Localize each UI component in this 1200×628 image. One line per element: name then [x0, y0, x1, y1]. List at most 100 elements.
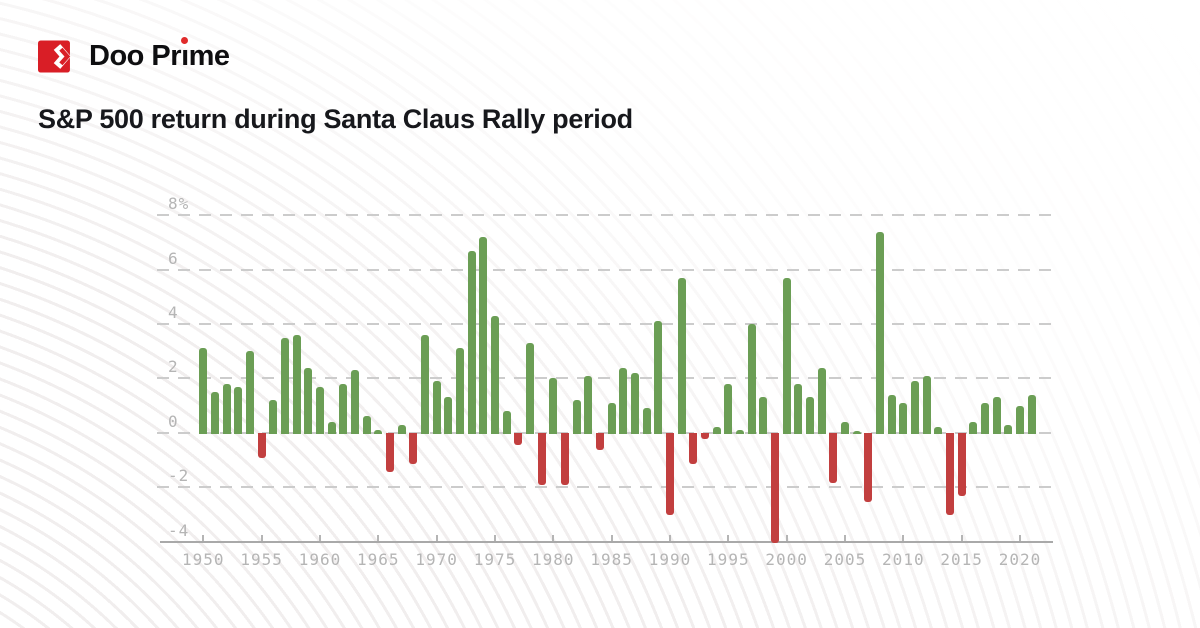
gridline-8 [157, 214, 1058, 217]
bar-1999 [770, 432, 779, 543]
bar-1998 [759, 397, 768, 434]
bar-2012 [922, 375, 931, 434]
bar-1968 [409, 432, 418, 464]
logo-red-dot [181, 37, 189, 44]
bar-1990 [665, 432, 674, 516]
gridline--2 [157, 486, 1058, 489]
x-axis-tick-1980 [552, 535, 555, 541]
x-axis-label-2020: 2020 [998, 549, 1042, 569]
bar-2002 [805, 397, 814, 434]
bar-1991 [677, 277, 686, 434]
bar-2005 [840, 421, 849, 434]
x-axis-label-1980: 1980 [532, 549, 575, 569]
bar-2010 [899, 402, 908, 434]
x-axis-label-1955: 1955 [240, 549, 283, 569]
x-axis-tick-2000 [785, 535, 788, 541]
y-axis-label-0: 0 [168, 411, 179, 431]
bar-2016 [969, 421, 978, 434]
y-axis-label-4: 4 [168, 303, 179, 322]
x-axis-label-1995: 1995 [707, 549, 750, 569]
x-axis-tick-2020 [1018, 535, 1021, 541]
y-axis-label--2: -2 [168, 466, 190, 486]
bar-1964 [362, 416, 371, 434]
x-axis-tick-1970 [435, 535, 438, 541]
y-axis-label-6: 6 [168, 248, 179, 268]
doo-prime-logo: Doo Prı me [38, 37, 230, 74]
doo-prime-logo-icon [38, 40, 71, 73]
bar-1994 [712, 427, 721, 434]
bar-2011 [910, 381, 919, 434]
x-axis-tick-1990 [668, 535, 671, 541]
x-axis-tick-1960 [318, 535, 321, 541]
x-axis-tick-2010 [902, 535, 905, 541]
bar-2009 [887, 394, 896, 434]
bar-2019 [1004, 424, 1013, 434]
bar-2000 [782, 277, 791, 434]
bar-1981 [560, 432, 569, 486]
bar-1997 [747, 324, 756, 434]
bar-1988 [642, 408, 651, 434]
bar-1950 [199, 348, 208, 434]
x-axis-label-1960: 1960 [298, 549, 342, 569]
bar-1986 [619, 367, 628, 434]
bar-2018 [992, 397, 1001, 434]
bar-2007 [864, 432, 873, 502]
bar-1956 [269, 400, 278, 434]
bar-1996 [735, 430, 744, 434]
doo-prime-logo-text: Doo Prı me [89, 37, 230, 71]
bar-1966 [385, 432, 394, 472]
bar-1973 [467, 250, 476, 434]
bar-2008 [875, 231, 884, 434]
x-axis-tick-2015 [960, 535, 963, 541]
x-axis-tick-1975 [493, 535, 496, 541]
gridline-4 [157, 323, 1058, 325]
bar-1989 [654, 321, 663, 434]
bar-1955 [257, 432, 266, 459]
logo-letter-i: ı [181, 37, 189, 71]
bar-1971 [444, 397, 453, 434]
x-axis-tick-1950 [202, 535, 205, 541]
x-axis-label-1990: 1990 [648, 549, 692, 569]
x-axis-label-2005: 2005 [823, 549, 867, 569]
x-axis-label-2000: 2000 [765, 549, 808, 569]
bar-1954 [245, 351, 254, 434]
bar-1984 [595, 432, 604, 451]
bar-1974 [479, 236, 488, 434]
bar-1952 [222, 383, 231, 434]
bar-1962 [339, 383, 348, 434]
x-axis-tick-1955 [260, 535, 263, 541]
bar-2021 [1027, 394, 1036, 434]
bar-2003 [817, 367, 826, 434]
y-axis-label-8: 8% [168, 194, 190, 214]
bar-1969 [420, 334, 429, 434]
bar-1975 [490, 315, 499, 434]
bar-1960 [315, 386, 324, 434]
x-axis-label-2010: 2010 [882, 549, 925, 569]
bar-1965 [374, 430, 383, 434]
bar-1957 [280, 337, 289, 434]
x-axis-tick-2005 [843, 535, 846, 541]
gridline-0 [157, 431, 1058, 434]
bar-2020 [1015, 405, 1024, 434]
x-axis-line [160, 540, 1053, 543]
x-axis-tick-1985 [610, 535, 613, 541]
x-axis-label-1985: 1985 [590, 549, 633, 569]
x-axis-label-2015: 2015 [940, 549, 983, 569]
bar-1963 [350, 370, 359, 434]
bar-1980 [549, 378, 558, 434]
bar-1987 [630, 372, 639, 434]
bar-2001 [794, 383, 803, 434]
bar-1993 [700, 432, 709, 440]
bar-1976 [502, 411, 511, 434]
bar-1970 [432, 381, 441, 434]
bar-2013 [934, 427, 943, 434]
x-axis-tick-1965 [377, 535, 380, 541]
bar-2004 [829, 432, 838, 483]
y-axis-label--4: -4 [168, 520, 190, 540]
bar-1958 [292, 334, 301, 434]
bar-1967 [397, 424, 406, 434]
bar-1959 [304, 367, 313, 434]
